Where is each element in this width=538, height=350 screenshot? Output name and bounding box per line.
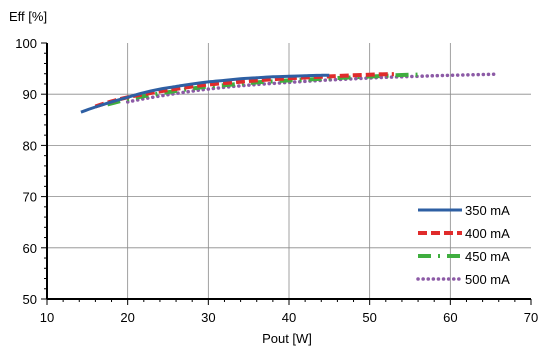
- legend-label-450-ma: 450 mA: [465, 249, 510, 264]
- series-line-500-ma: [125, 72, 497, 104]
- ticks: 10 20 30 40 50 60 70 50 60 70 80 90 100: [15, 36, 538, 325]
- grid: [47, 43, 531, 299]
- y-tick-label: 60: [23, 241, 37, 256]
- x-axis-label: Pout [W]: [262, 331, 312, 346]
- plot-series: [80, 72, 497, 114]
- x-tick-label: 20: [120, 310, 134, 325]
- y-tick-label: 100: [15, 36, 37, 51]
- x-tick-label: 50: [362, 310, 376, 325]
- legend-label-350-ma: 350 mA: [465, 203, 510, 218]
- y-tick-label: 90: [23, 87, 37, 102]
- y-tick-label: 80: [23, 138, 37, 153]
- legend-label-500-ma: 500 mA: [465, 272, 510, 287]
- legend: 350 mA 400 mA 450 mA 500 mA: [416, 203, 510, 287]
- series-line-350-ma: [80, 73, 330, 114]
- x-tick-label: 60: [443, 310, 457, 325]
- legend-label-400-ma: 400 mA: [465, 226, 510, 241]
- y-tick-label: 70: [23, 190, 37, 205]
- y-axis-label: Eff [%]: [9, 9, 47, 24]
- series-line-450-ma: [107, 72, 423, 107]
- x-tick-label: 10: [40, 310, 54, 325]
- x-tick-label: 70: [524, 310, 538, 325]
- y-tick-label: 50: [23, 292, 37, 307]
- x-tick-label: 40: [282, 310, 296, 325]
- x-tick-label: 30: [201, 310, 215, 325]
- axes: [41, 42, 532, 305]
